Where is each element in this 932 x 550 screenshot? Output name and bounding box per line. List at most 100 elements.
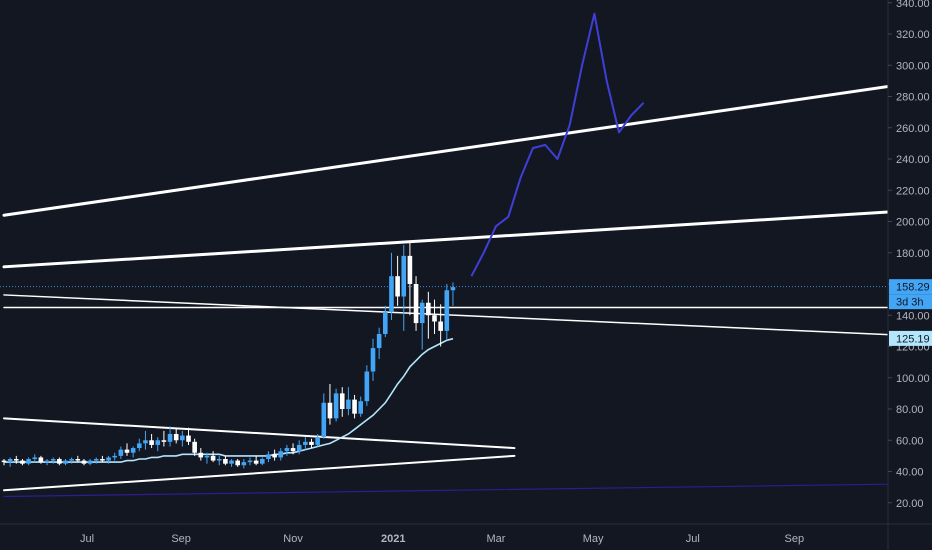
trendline-5[interactable]: [3, 417, 516, 450]
candle[interactable]: [253, 455, 259, 466]
candle[interactable]: [247, 457, 253, 466]
candle[interactable]: [272, 449, 277, 461]
candle[interactable]: [438, 304, 443, 347]
candle[interactable]: [358, 396, 363, 417]
candle[interactable]: [69, 457, 74, 464]
candle[interactable]: [149, 434, 154, 449]
candle[interactable]: [180, 430, 185, 447]
candle-body: [57, 459, 62, 464]
candle[interactable]: [296, 440, 302, 455]
candle-body: [272, 454, 277, 458]
candle[interactable]: [260, 457, 265, 466]
candle[interactable]: [327, 384, 333, 425]
candle[interactable]: [155, 437, 161, 452]
candle[interactable]: [235, 459, 240, 467]
candle[interactable]: [241, 459, 247, 469]
candle[interactable]: [413, 276, 419, 331]
candle[interactable]: [315, 434, 320, 447]
trendline-7[interactable]: [3, 482, 932, 498]
candle[interactable]: [309, 438, 314, 449]
candle[interactable]: [284, 444, 290, 456]
candle[interactable]: [57, 457, 62, 466]
candle[interactable]: [112, 452, 117, 461]
candle[interactable]: [87, 459, 93, 466]
candle-body: [241, 462, 247, 466]
candle[interactable]: [339, 387, 345, 417]
candle[interactable]: [93, 457, 99, 464]
candle[interactable]: [333, 388, 339, 422]
candle[interactable]: [198, 448, 204, 461]
candle[interactable]: [75, 455, 81, 463]
candle[interactable]: [167, 426, 173, 447]
trendline-3[interactable]: [3, 294, 932, 340]
candle[interactable]: [1, 459, 7, 466]
candle[interactable]: [32, 454, 38, 463]
candle[interactable]: [26, 457, 31, 466]
candle[interactable]: [186, 427, 191, 445]
candle[interactable]: [401, 244, 407, 331]
candle[interactable]: [173, 427, 179, 444]
candle[interactable]: [44, 459, 50, 466]
candle[interactable]: [143, 430, 148, 450]
candle-body: [20, 460, 25, 464]
candle[interactable]: [389, 252, 394, 320]
candle[interactable]: [321, 393, 327, 439]
projection-path[interactable]: [470, 12, 645, 277]
candle[interactable]: [161, 430, 167, 447]
candle-body: [339, 393, 345, 409]
candle[interactable]: [383, 305, 388, 338]
plot-area[interactable]: [0, 12, 932, 498]
candle[interactable]: [118, 446, 124, 460]
candle-body: [167, 434, 173, 442]
candle[interactable]: [106, 455, 111, 464]
candle[interactable]: [210, 451, 216, 463]
candle[interactable]: [7, 457, 13, 467]
candle[interactable]: [303, 437, 308, 450]
candle[interactable]: [100, 455, 105, 463]
candle[interactable]: [432, 299, 437, 334]
candle[interactable]: [290, 443, 296, 455]
trendline-6[interactable]: [3, 454, 516, 492]
candle[interactable]: [419, 299, 425, 350]
candle[interactable]: [426, 291, 431, 339]
candle[interactable]: [81, 459, 87, 466]
time-axis[interactable]: Jul Sep Nov 2021 Mar May Jul Sep: [80, 533, 804, 545]
candle-body: [444, 290, 450, 331]
candle[interactable]: [223, 455, 228, 466]
candle[interactable]: [352, 394, 357, 419]
candle-body: [346, 399, 351, 409]
candle[interactable]: [20, 459, 25, 466]
candle[interactable]: [216, 455, 222, 466]
candle-body: [14, 459, 19, 461]
trendline-2[interactable]: [2, 204, 932, 269]
candle[interactable]: [137, 438, 142, 452]
candle[interactable]: [407, 240, 413, 316]
candle[interactable]: [124, 443, 130, 456]
candle[interactable]: [266, 451, 271, 463]
candle[interactable]: [364, 365, 370, 406]
candle[interactable]: [370, 338, 376, 381]
candle[interactable]: [395, 255, 400, 306]
svg-text:3d 3h: 3d 3h: [896, 297, 924, 309]
candle[interactable]: [376, 327, 382, 359]
candle[interactable]: [38, 455, 44, 464]
candle[interactable]: [444, 284, 450, 341]
candle-body: [309, 441, 314, 445]
price-tick-label: 140.00: [896, 310, 930, 322]
trendline-1[interactable]: [2, 68, 932, 217]
candle[interactable]: [192, 438, 197, 456]
candle[interactable]: [204, 452, 210, 464]
time-tick-label: Jul: [686, 533, 700, 545]
candle[interactable]: [130, 446, 136, 458]
candle-body: [7, 459, 13, 463]
candle[interactable]: [50, 457, 56, 464]
time-tick-label: Sep: [171, 533, 191, 545]
candle[interactable]: [278, 448, 284, 461]
candle[interactable]: [450, 282, 456, 306]
candle-body: [278, 451, 284, 458]
candle[interactable]: [63, 459, 68, 466]
candle[interactable]: [229, 459, 234, 467]
candle[interactable]: [346, 387, 351, 416]
candle[interactable]: [14, 455, 19, 464]
